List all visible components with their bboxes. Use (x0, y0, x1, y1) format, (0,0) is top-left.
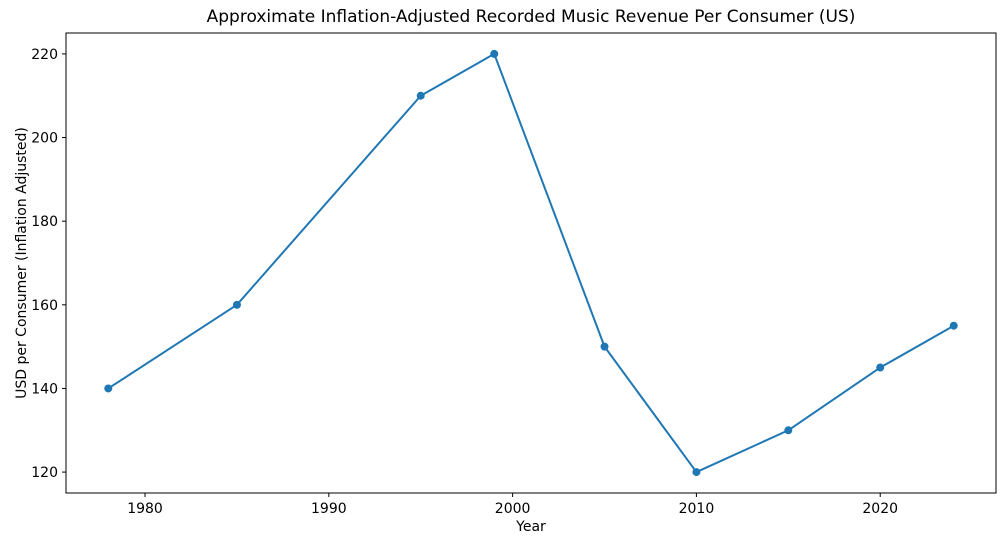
data-point-marker (692, 468, 701, 477)
x-tick-label: 1980 (127, 501, 163, 517)
y-tick-label: 180 (31, 214, 58, 230)
data-point-marker (876, 363, 885, 372)
line-series (107, 52, 955, 474)
x-tick-label: 2020 (862, 501, 898, 517)
x-tick-label: 2010 (679, 501, 715, 517)
data-point-marker (784, 426, 793, 435)
axes-frame (65, 32, 997, 494)
data-point-marker (600, 342, 609, 351)
x-tick-label: 1990 (311, 501, 347, 517)
data-point-marker (490, 49, 499, 58)
x-axis-label: Year (516, 519, 546, 535)
data-point-marker (232, 300, 241, 309)
y-tick-label: 220 (31, 47, 58, 63)
data-point-marker (949, 321, 958, 330)
data-point-marker (416, 91, 425, 100)
y-tick-label: 200 (31, 131, 58, 147)
x-tick-label: 2000 (495, 501, 531, 517)
y-tick-label: 160 (31, 298, 58, 314)
y-tick-label: 120 (31, 465, 58, 481)
chart-title: Approximate Inflation-Adjusted Recorded … (206, 7, 856, 27)
data-point-marker (104, 384, 113, 393)
y-tick-label: 140 (31, 381, 58, 397)
